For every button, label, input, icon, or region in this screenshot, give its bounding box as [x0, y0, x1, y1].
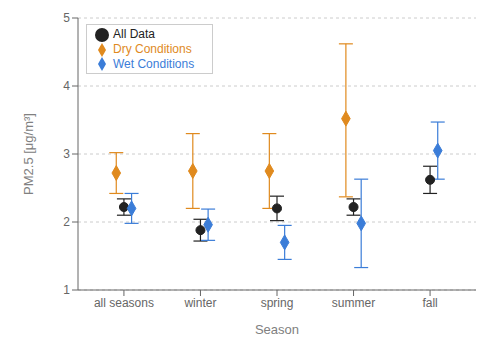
html-text:All Data: All Data [113, 27, 155, 41]
svg-text:PM2.5 [μg/m³]: PM2.5 [μg/m³] [21, 113, 36, 195]
svg-text:all seasons: all seasons [94, 296, 154, 310]
svg-text:2: 2 [63, 215, 70, 229]
svg-text:winter: winter [183, 296, 216, 310]
svg-text:spring: spring [261, 296, 294, 310]
svg-text:Season: Season [255, 322, 299, 337]
svg-text:3: 3 [63, 147, 70, 161]
svg-text:4: 4 [63, 79, 70, 93]
svg-text:1: 1 [63, 283, 70, 297]
html-text:Dry Conditions: Dry Conditions [113, 41, 192, 56]
html-text:Wet Conditions: Wet Conditions [113, 56, 195, 71]
svg-text:5: 5 [63, 11, 70, 25]
svg-text:fall: fall [422, 296, 437, 310]
svg-text:summer: summer [332, 296, 375, 310]
